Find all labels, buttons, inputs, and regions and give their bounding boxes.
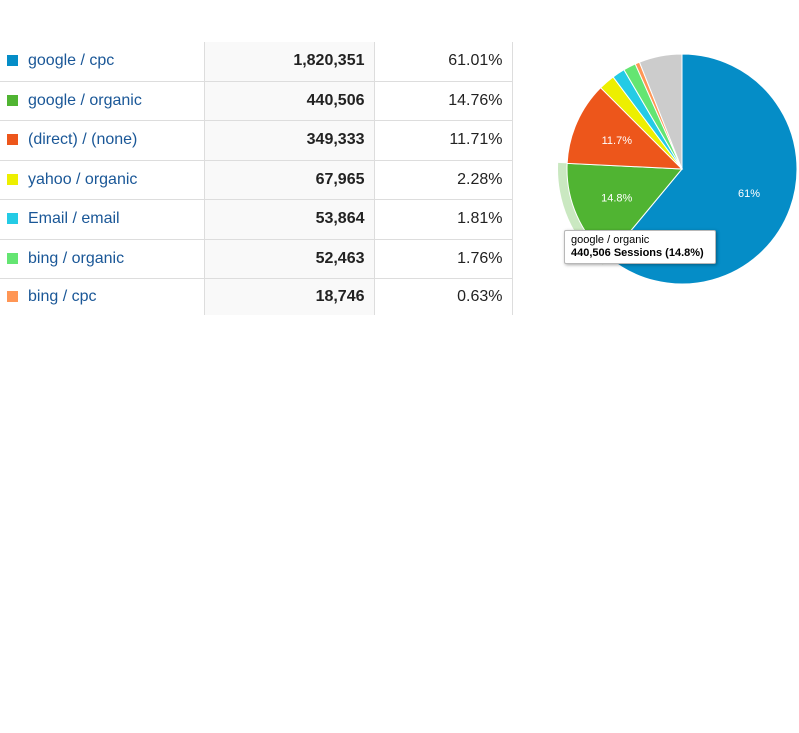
table-row: bing / organic 52,463 1.76%	[0, 239, 513, 279]
percent-cell: 14.76%	[373, 81, 513, 121]
source-link[interactable]: google / organic	[28, 91, 142, 109]
source-cell: bing / cpc	[0, 279, 204, 316]
table-row: bing / cpc 18,746 0.63%	[0, 278, 513, 316]
pie-chart: 61% 14.8% 11.7%	[558, 53, 798, 285]
source-cell: bing / organic	[0, 239, 204, 279]
source-cell: google / cpc	[0, 42, 204, 82]
pie-slice[interactable]	[607, 53, 798, 285]
source-link[interactable]: yahoo / organic	[28, 170, 138, 188]
sessions-cell: 52,463	[203, 239, 374, 279]
sessions-cell: 440,506	[203, 81, 374, 121]
source-cell: Email / email	[0, 199, 204, 240]
sessions-cell: 18,746	[203, 278, 374, 315]
legend-swatch	[7, 213, 18, 225]
table-row: (direct) / (none) 349,333 11.71%	[0, 120, 513, 161]
table-row: Email / email 53,864 1.81%	[0, 199, 513, 240]
sessions-cell: 53,864	[203, 199, 374, 240]
legend-swatch	[7, 173, 18, 185]
percent-cell: 0.63%	[373, 278, 513, 315]
source-link[interactable]: (direct) / (none)	[28, 131, 138, 149]
source-link[interactable]: bing / organic	[28, 249, 125, 267]
source-link[interactable]: bing / cpc	[28, 288, 97, 305]
source-cell: yahoo / organic	[0, 160, 204, 200]
percent-cell: 1.76%	[373, 239, 513, 279]
table-row: yahoo / organic 67,965 2.28%	[0, 160, 513, 200]
legend-swatch	[7, 252, 18, 264]
pie-slice[interactable]	[566, 86, 684, 170]
legend-swatch	[7, 291, 18, 302]
percent-cell: 2.28%	[373, 160, 513, 200]
legend-swatch	[7, 134, 18, 146]
tooltip-value: 440,506 Sessions (14.8%)	[571, 247, 704, 259]
table-row: google / organic 440,506 14.76%	[0, 81, 513, 121]
table-row: google / cpc 1,820,351 61.01%	[0, 42, 513, 82]
legend-swatch	[7, 94, 18, 106]
pie-tooltip: google / organic 440,506 Sessions (14.8%…	[564, 230, 716, 264]
percent-cell: 61.01%	[373, 42, 513, 82]
source-link[interactable]: google / cpc	[28, 52, 115, 70]
pie-slice[interactable]	[638, 53, 683, 170]
legend-swatch	[7, 55, 18, 67]
sessions-cell: 1,820,351	[203, 42, 374, 82]
slice-label: 11.7%	[602, 135, 633, 147]
source-table: google / cpc 1,820,351 61.01% google / orga…	[0, 42, 513, 315]
source-cell: (direct) / (none)	[0, 120, 204, 161]
source-link[interactable]: Email / email	[28, 210, 120, 228]
sessions-cell: 349,333	[203, 120, 374, 161]
sessions-cell: 67,965	[203, 160, 374, 200]
slice-label: 14.8%	[601, 193, 632, 205]
percent-cell: 11.71%	[373, 120, 513, 161]
slice-label: 61%	[738, 188, 760, 200]
percent-cell: 1.81%	[373, 199, 513, 240]
source-cell: google / organic	[0, 81, 204, 121]
tooltip-title: google / organic	[571, 234, 650, 246]
